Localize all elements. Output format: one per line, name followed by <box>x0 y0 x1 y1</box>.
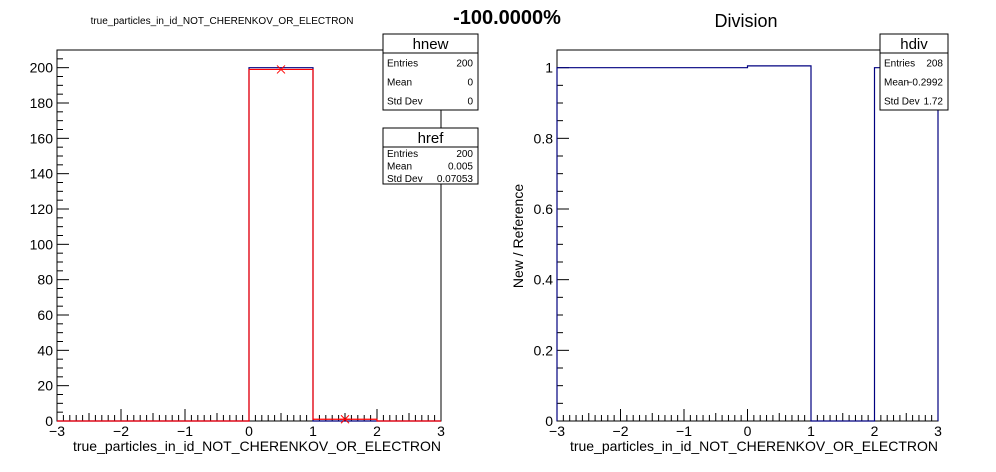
y-tick-label: 0.6 <box>534 201 554 217</box>
x-tick-label: −3 <box>49 423 65 439</box>
x-tick-label: −3 <box>549 423 565 439</box>
x-tick-label: −2 <box>113 423 129 439</box>
x-tick-label: 3 <box>934 423 942 439</box>
stats-box-hnew: hnew Entries 200 Mean 0 Std Dev 0 <box>382 33 479 111</box>
stats-row-label: Mean <box>884 78 909 89</box>
marker-href <box>276 65 286 74</box>
y-tick-label: 20 <box>37 378 53 394</box>
x-axis-label: true_particles_in_id_NOT_CHERENKOV_OR_EL… <box>73 438 441 454</box>
x-tick-label: 2 <box>373 423 381 439</box>
stats-row-value: 200 <box>456 149 473 160</box>
y-tick-label: 60 <box>37 307 53 323</box>
histogram-hdiv <box>556 65 939 422</box>
stats-row-value: 0.005 <box>448 162 473 173</box>
x-tick-label: −1 <box>177 423 193 439</box>
histogram-href <box>57 68 441 422</box>
left-pad-title: true_particles_in_id_NOT_CHERENKOV_OR_EL… <box>91 16 354 27</box>
stats-row-value: 200 <box>456 59 473 70</box>
x-tick-label: 3 <box>437 423 445 439</box>
y-tick-label: 40 <box>37 342 53 358</box>
left-histogram-panel: −3 −2 −1 0 1 2 3 0 20 40 60 80 100 120 140 160 180 200 tru… <box>30 33 479 454</box>
stats-row-value: 0.07053 <box>437 174 474 185</box>
marker-href <box>340 414 350 424</box>
division-histogram-panel: −3 −2 −1 0 1 2 300.20.40.60.81true_particles_i… <box>510 33 949 454</box>
y-tick-label: 120 <box>30 201 54 217</box>
y-tick-label: 0.4 <box>534 272 554 288</box>
x-tick-label: 2 <box>871 423 879 439</box>
y-tick-label: 0 <box>545 413 553 429</box>
stats-row-value: 0 <box>467 97 473 108</box>
stats-row-label: Entries <box>387 59 418 70</box>
y-tick-label: 200 <box>30 60 54 76</box>
stats-box-title: hdiv <box>900 36 928 53</box>
y-tick-label: 1 <box>545 60 553 76</box>
y-tick-label: 0 <box>45 413 53 429</box>
y-tick-label: 140 <box>30 166 54 182</box>
difference-percentage: -100.0000% <box>453 7 561 29</box>
x-tick-label: 1 <box>807 423 815 439</box>
x-tick-label: 0 <box>744 423 752 439</box>
stats-row-label: Mean <box>387 162 412 173</box>
y-tick-label: 0.8 <box>534 130 554 146</box>
stats-row-value: 1.72 <box>924 97 944 108</box>
stats-box-frame <box>382 33 479 111</box>
stats-row-value: 208 <box>926 59 943 70</box>
stats-row-label: Std Dev <box>884 97 920 108</box>
right-pad-title: Division <box>714 11 777 31</box>
x-tick-label: −1 <box>676 423 692 439</box>
y-tick-label: 0.2 <box>534 342 554 358</box>
stats-row-value: −0.2992 <box>907 78 944 89</box>
stats-row-label: Std Dev <box>387 97 423 108</box>
stats-box-hdiv: hdiv Entries 208 Mean−0.2992 Std Dev 1.72 <box>879 33 949 111</box>
x-axis-label: true_particles_in_id_NOT_CHERENKOV_OR_EL… <box>570 438 938 454</box>
y-tick-label: 160 <box>30 130 54 146</box>
stats-box-title: href <box>418 130 445 147</box>
stats-box-title: hnew <box>413 36 449 53</box>
stats-row-label: Mean <box>387 78 412 89</box>
stats-row-label: Std Dev <box>387 174 423 185</box>
x-tick-label: 1 <box>309 423 317 439</box>
stats-box-frame <box>879 33 949 111</box>
stats-row-label: Entries <box>884 59 915 70</box>
x-tick-label: −2 <box>613 423 629 439</box>
y-tick-label: 80 <box>37 272 53 288</box>
y-axis-label: New / Reference <box>510 184 526 288</box>
stats-box-frame <box>382 127 479 185</box>
y-tick-label: 180 <box>30 95 54 111</box>
y-tick-label: 100 <box>30 236 54 252</box>
stats-row-label: Entries <box>387 149 418 160</box>
x-tick-label: 0 <box>245 423 253 439</box>
stats-row-value: 0 <box>467 78 473 89</box>
